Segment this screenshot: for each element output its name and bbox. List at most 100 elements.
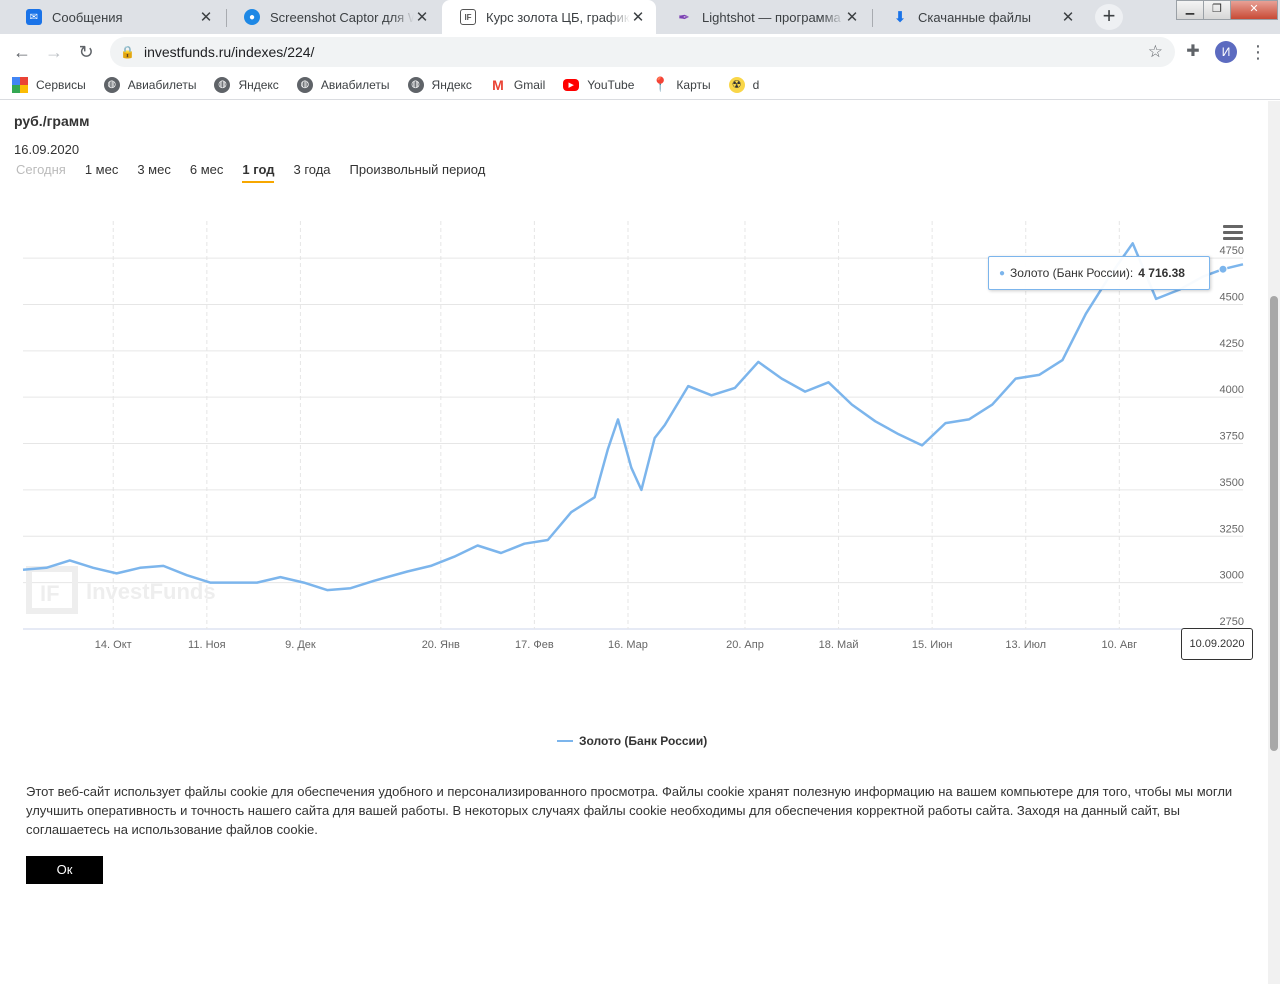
period-3-years[interactable]: 3 года bbox=[293, 162, 331, 177]
globe-icon: ◍ bbox=[214, 76, 231, 93]
scrollbar-thumb[interactable] bbox=[1270, 296, 1278, 751]
close-window-button[interactable]: ✕ bbox=[1230, 0, 1278, 20]
current-date-flag: 10.09.2020 bbox=[1181, 628, 1253, 660]
y-tick-label: 3250 bbox=[1220, 523, 1244, 535]
period-1-month[interactable]: 1 мес bbox=[84, 162, 119, 177]
y-tick-label: 3750 bbox=[1220, 431, 1244, 443]
legend-label[interactable]: Золото (Банк России) bbox=[579, 734, 708, 748]
series-line-gold[interactable] bbox=[22, 242, 1244, 592]
gmail-icon: M bbox=[492, 76, 504, 93]
bookmark-label: Сервисы bbox=[36, 77, 86, 92]
chart-menu-icon[interactable] bbox=[1223, 225, 1243, 241]
feather-icon: ✒ bbox=[678, 8, 690, 25]
bookmark-label: Gmail bbox=[513, 77, 546, 92]
tab-downloads[interactable]: ⬇ Скачанные файлы ✕ bbox=[874, 0, 1086, 34]
chart-tooltip: ● Золото (Банк России): 4 716.38 bbox=[988, 256, 1210, 290]
youtube-icon: ▶ bbox=[563, 78, 580, 91]
page-scrollbar[interactable] bbox=[1268, 101, 1280, 984]
tab-gold-rate[interactable]: IF Курс золота ЦБ, график и динамика ✕ bbox=[442, 0, 656, 34]
period-3-months[interactable]: 3 мес bbox=[137, 162, 171, 177]
maximize-button[interactable]: ❐ bbox=[1203, 0, 1231, 20]
bookmark-label: Яндекс bbox=[431, 77, 472, 92]
minimize-button[interactable]: ▁ bbox=[1176, 0, 1204, 20]
tab-lightshot[interactable]: ✒ Lightshot — программа для скриншотов ✕ bbox=[658, 0, 870, 34]
x-tick-label: 9. Дек bbox=[285, 639, 316, 651]
bookmark-services[interactable]: Сервисы bbox=[12, 76, 86, 93]
tooltip-dot-icon: ● bbox=[999, 267, 1006, 279]
period-1-year[interactable]: 1 год bbox=[242, 162, 275, 183]
unit-label: руб./грамм bbox=[14, 113, 90, 129]
close-tab-icon[interactable]: ✕ bbox=[845, 9, 859, 26]
period-selector: Сегодня 1 мес 3 мес 6 мес 1 год 3 года П… bbox=[16, 162, 504, 183]
period-custom[interactable]: Произвольный период bbox=[349, 162, 486, 177]
extensions-puzzle-icon[interactable]: ✚ bbox=[1186, 43, 1200, 60]
bookmark-label: YouTube bbox=[587, 77, 635, 92]
lock-icon[interactable]: 🔒 bbox=[120, 45, 135, 59]
y-tick-label: 4000 bbox=[1220, 384, 1244, 396]
bookmark-gmail[interactable]: M Gmail bbox=[490, 77, 545, 93]
y-tick-label: 4250 bbox=[1220, 338, 1244, 350]
apps-grid-icon bbox=[12, 76, 28, 93]
bookmark-avia-1[interactable]: ◍ Авиабилеты bbox=[103, 76, 197, 93]
bookmark-avia-2[interactable]: ◍ Авиабилеты bbox=[296, 76, 390, 93]
tab-messages[interactable]: ✉ Сообщения ✕ bbox=[8, 0, 224, 34]
y-tick-label: 3000 bbox=[1220, 570, 1244, 582]
chart-legend[interactable]: Золото (Банк России) bbox=[557, 734, 707, 748]
tab-title: Курс золота ЦБ, график и динамика bbox=[486, 9, 630, 25]
bookmark-label: d bbox=[752, 77, 760, 92]
y-tick-label: 2750 bbox=[1220, 616, 1244, 628]
download-icon: ⬇ bbox=[893, 9, 907, 26]
url-text[interactable]: investfunds.ru/indexes/224/ bbox=[144, 44, 315, 60]
period-6-months[interactable]: 6 мес bbox=[189, 162, 224, 177]
bookmark-yandex-1[interactable]: ◍ Яндекс bbox=[214, 76, 279, 93]
bookmark-label: Карты bbox=[676, 77, 711, 92]
address-bar[interactable]: 🔒 investfunds.ru/indexes/224/ ☆ bbox=[110, 37, 1175, 67]
new-tab-button[interactable]: + bbox=[1095, 4, 1123, 30]
gold-price-chart[interactable]: IF InvestFunds 14. Окт 11. Ноя 9. Дек 20. Я… bbox=[0, 101, 1268, 719]
close-tab-icon[interactable]: ✕ bbox=[415, 9, 429, 26]
bookmark-label: Авиабилеты bbox=[127, 77, 197, 92]
watermark-logo: IF bbox=[40, 581, 60, 606]
bookmark-yandex-2[interactable]: ◍ Яндекс bbox=[407, 76, 472, 93]
maps-icon: 📍 bbox=[651, 76, 670, 92]
chart-svg[interactable]: IF InvestFunds 14. Окт 11. Ноя 9. Дек 20. Я… bbox=[0, 101, 1268, 719]
watermark-text: InvestFunds bbox=[86, 579, 216, 604]
tab-screenshot-captor[interactable]: ● Screenshot Captor для Windows ✕ bbox=[226, 0, 440, 34]
current-date: 16.09.2020 bbox=[14, 142, 80, 157]
reload-icon[interactable]: ↻ bbox=[78, 42, 94, 62]
close-tab-icon[interactable]: ✕ bbox=[199, 9, 213, 26]
tab-strip: ✉ Сообщения ✕ ● Screenshot Captor для Wi… bbox=[0, 0, 1280, 34]
tooltip-series-label: Золото (Банк России): bbox=[1010, 266, 1134, 280]
bookmark-label: Яндекс bbox=[238, 77, 279, 92]
x-tick-label: 15. Июн bbox=[912, 639, 953, 651]
bookmark-youtube[interactable]: ▶ YouTube bbox=[563, 78, 634, 92]
x-tick-label: 18. Май bbox=[819, 639, 859, 651]
cookie-ok-button[interactable]: Ок bbox=[26, 856, 103, 884]
cookie-banner: Этот веб-сайт использует файлы cookie дл… bbox=[0, 762, 1268, 984]
x-tick-label: 10. Авг bbox=[1102, 639, 1138, 651]
tab-title: Скачанные файлы bbox=[918, 9, 1031, 25]
close-tab-icon[interactable]: ✕ bbox=[631, 9, 645, 26]
bookmark-d[interactable]: ☢ d bbox=[728, 76, 760, 93]
investfunds-watermark: IF InvestFunds bbox=[26, 566, 216, 614]
bookmark-maps[interactable]: 📍 Карты bbox=[651, 76, 711, 93]
radiation-icon: ☢ bbox=[728, 76, 745, 93]
investfunds-icon: IF bbox=[460, 9, 476, 25]
menu-kebab-icon[interactable]: ⋮ bbox=[1249, 42, 1267, 62]
x-tick-label: 20. Янв bbox=[422, 639, 460, 651]
x-tick-label: 13. Июл bbox=[1005, 639, 1046, 651]
back-arrow-icon[interactable]: ← bbox=[13, 42, 31, 62]
tab-title: Screenshot Captor для Windows bbox=[270, 9, 414, 25]
tab-title: Lightshot — программа для скриншотов bbox=[702, 9, 844, 25]
forward-arrow-icon[interactable]: → bbox=[45, 42, 63, 62]
close-tab-icon[interactable]: ✕ bbox=[1061, 9, 1075, 26]
y-tick-label: 3500 bbox=[1220, 477, 1244, 489]
profile-avatar[interactable]: И bbox=[1215, 41, 1237, 63]
bookmarks-bar: Сервисы ◍ Авиабилеты ◍ Яндекс ◍ Авиабиле… bbox=[0, 70, 1280, 100]
bookmark-label: Авиабилеты bbox=[320, 77, 390, 92]
tooltip-value: 4 716.38 bbox=[1138, 266, 1185, 280]
globe-icon: ◍ bbox=[103, 76, 120, 93]
x-tick-label: 11. Ноя bbox=[188, 639, 226, 651]
period-today[interactable]: Сегодня bbox=[16, 162, 66, 177]
bookmark-star-icon[interactable]: ☆ bbox=[1147, 42, 1163, 61]
